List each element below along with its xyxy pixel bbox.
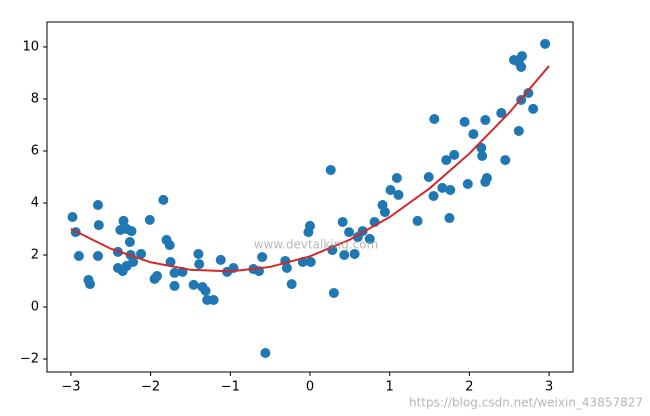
scatter-point: [337, 216, 348, 227]
scatter-point: [118, 215, 129, 226]
scatter-point: [513, 125, 524, 136]
y-tick-label: 8: [31, 91, 39, 106]
x-tick-label: −2: [141, 380, 160, 395]
x-tick-label: 3: [545, 380, 553, 395]
scatter-point: [393, 189, 404, 200]
x-tick-label: 0: [306, 380, 314, 395]
scatter-point: [476, 142, 487, 153]
scatter-point: [215, 254, 226, 265]
scatter-point: [325, 164, 336, 175]
scatter-point: [169, 267, 180, 278]
watermark: https://blog.csdn.net/weixin_43857827: [409, 396, 643, 410]
scatter-point: [165, 257, 176, 268]
scatter-point: [437, 182, 448, 193]
y-tick-label: 10: [22, 39, 39, 54]
y-tick-label: 0: [31, 299, 39, 314]
scatter-point: [328, 287, 339, 298]
scatter-point: [423, 171, 434, 182]
scatter-point: [257, 252, 268, 263]
scatter-point: [528, 103, 539, 114]
scatter-point: [93, 200, 104, 211]
scatter-point: [126, 226, 137, 237]
scatter-point: [540, 38, 551, 49]
scatter-point: [208, 294, 219, 305]
scatter-point: [85, 279, 96, 290]
scatter-point: [136, 248, 147, 259]
scatter-point: [93, 220, 104, 231]
scatter-point: [516, 51, 527, 62]
scatter-point: [124, 236, 135, 247]
scatter-point: [286, 279, 297, 290]
scatter-point: [379, 207, 390, 218]
scatter-point: [391, 173, 402, 184]
scatter-point: [480, 115, 491, 126]
scatter-point: [441, 155, 452, 166]
scatter-point: [523, 87, 534, 98]
scatter-point: [169, 280, 180, 291]
scatter-point: [449, 149, 460, 160]
scatter-point: [468, 129, 479, 140]
scatter-point: [428, 190, 439, 201]
scatter-point: [445, 184, 456, 195]
scatter-point: [194, 259, 205, 270]
y-tick-label: 6: [31, 143, 39, 158]
fit-curve: [70, 65, 550, 273]
x-tick-label: 2: [465, 380, 473, 395]
scatter-point: [144, 214, 155, 225]
x-tick-label: 1: [386, 380, 394, 395]
scatter-point: [193, 248, 204, 259]
y-tick-label: −2: [20, 351, 39, 366]
scatter-point: [164, 240, 175, 251]
scatter-point: [462, 178, 473, 189]
scatter-point: [128, 257, 139, 268]
scatter-point: [200, 285, 211, 296]
plot-frame: [46, 21, 574, 373]
x-tick-label: −1: [221, 380, 240, 395]
x-tick-label: −3: [61, 380, 80, 395]
scatter-point: [481, 173, 492, 184]
scatter-point: [477, 150, 488, 161]
scatter-point: [429, 113, 440, 124]
watermark: www.devtalking.com: [254, 238, 379, 252]
scatter-point: [339, 249, 350, 260]
scatter-point: [500, 155, 511, 166]
scatter-point: [412, 215, 423, 226]
scatter-point: [305, 220, 315, 231]
scatter-point: [67, 212, 78, 223]
scatter-point: [444, 213, 455, 224]
scatter-point: [260, 348, 271, 359]
scatter-point: [305, 257, 316, 268]
scatter-point: [496, 108, 507, 119]
scatter-point: [281, 262, 292, 273]
scatter-point: [516, 61, 527, 72]
y-tick-label: 4: [31, 195, 39, 210]
y-tick-label: 2: [31, 247, 39, 262]
scatter-point: [459, 116, 470, 127]
scatter-point: [158, 194, 169, 205]
scatter-point: [188, 279, 199, 290]
scatter-point: [93, 251, 104, 262]
scatter-point: [364, 233, 375, 244]
scatter-point: [151, 271, 162, 282]
scatter-point: [344, 227, 355, 238]
scatter-point: [349, 248, 360, 259]
scatter-point: [73, 251, 84, 262]
scatter-point: [385, 184, 396, 195]
